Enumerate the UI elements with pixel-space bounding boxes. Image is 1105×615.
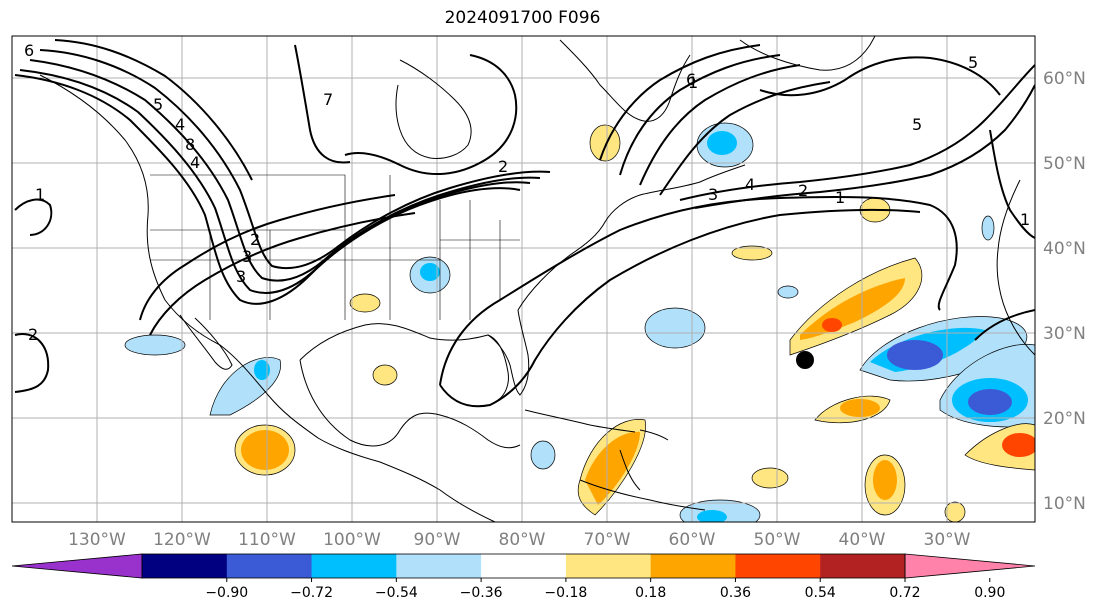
colorbar-tick-label: 0.18	[635, 585, 666, 601]
latitude-labels: 60°N 50°N 40°N 30°N 20°N 10°N	[1043, 69, 1086, 514]
lon-label: 70°W	[584, 530, 631, 550]
colorbar-tick-label: 0.36	[720, 585, 751, 601]
colorbar-tick-label: 0.90	[974, 585, 1005, 601]
colorbar-tick-label: −0.90	[205, 585, 248, 601]
contour-label: 4	[745, 175, 755, 194]
colorbar-tick-label: −0.72	[290, 585, 333, 601]
colorbar-segment	[650, 554, 736, 578]
colorbar-segment	[735, 554, 821, 578]
map-title: 2024091700 F096	[444, 8, 601, 28]
contour-label: 3	[708, 185, 718, 204]
lon-label: 50°W	[754, 530, 801, 550]
lat-label: 30°N	[1043, 324, 1086, 344]
lon-label: 100°W	[323, 530, 381, 550]
lat-label: 60°N	[1043, 69, 1086, 89]
contour-label: 1	[1020, 210, 1030, 229]
lat-label: 50°N	[1043, 154, 1086, 174]
colorbar-frame	[141, 553, 906, 579]
colorbar-segment	[481, 554, 567, 578]
contour-lines	[14, 39, 1035, 408]
colorbar-tick-label: 0.54	[805, 585, 836, 601]
contour-label: 3	[242, 247, 252, 266]
colorbar-segment	[226, 554, 313, 578]
contour-label: 2	[498, 157, 508, 176]
colorbar: −0.90 −0.72 −0.54 −0.36 −0.18 0.18 0.36 0.54 0.7…	[11, 553, 1036, 601]
colorbar-tick-label: 0.72	[889, 585, 920, 601]
contour-label: 6	[24, 41, 34, 60]
contour-label: 2	[28, 325, 38, 344]
contour-label: 3	[236, 267, 246, 286]
lon-label: 80°W	[499, 530, 546, 550]
contour-label: 1	[35, 185, 45, 204]
contour-label: 5	[968, 53, 978, 72]
storm-position-marker	[796, 351, 814, 369]
lon-label: 30°W	[924, 530, 971, 550]
anomaly-shading	[124, 122, 1035, 522]
lon-label: 60°W	[669, 530, 716, 550]
lon-label: 40°W	[839, 530, 886, 550]
lat-label: 20°N	[1043, 409, 1086, 429]
contour-label: 8	[185, 135, 195, 154]
contour-label: 1	[835, 188, 845, 207]
contour-label: 5	[153, 95, 163, 114]
lat-label: 40°N	[1043, 239, 1086, 259]
lon-label: 90°W	[414, 530, 461, 550]
gridlines	[12, 36, 1035, 522]
contour-label: 4	[190, 153, 200, 172]
colorbar-tick-label: −0.18	[544, 585, 587, 601]
colorbar-segment	[820, 554, 906, 578]
lon-label: 130°W	[68, 530, 126, 550]
coastlines	[39, 36, 1035, 522]
contour-label: 6	[686, 70, 696, 89]
longitude-labels: 130°W 120°W 110°W 100°W 90°W 80°W 70°W 6…	[68, 530, 971, 550]
map-frame	[11, 35, 1036, 523]
colorbar-tick-label: −0.54	[375, 585, 418, 601]
contour-label: 1	[688, 73, 698, 92]
contour-labels: 6 5 4 3 2 1 2 3 4 5 6 7 8 2 1 1 5 4 3 2 …	[24, 41, 1030, 344]
contour-label: 5	[912, 115, 922, 134]
contour-label: 2	[250, 230, 260, 249]
contour-label: 7	[323, 90, 333, 109]
colorbar-extend-min	[11, 553, 143, 579]
lon-label: 120°W	[153, 530, 211, 550]
colorbar-extend-max	[904, 553, 1036, 579]
contour-label: 4	[175, 115, 185, 134]
colorbar-segment	[396, 554, 482, 578]
lon-label: 110°W	[238, 530, 296, 550]
colorbar-segment	[565, 554, 652, 578]
colorbar-segment	[311, 554, 397, 578]
lat-label: 10°N	[1043, 494, 1086, 514]
colorbar-segment	[142, 554, 228, 578]
colorbar-tick-label: −0.36	[460, 585, 503, 601]
contour-label: 2	[798, 181, 808, 200]
